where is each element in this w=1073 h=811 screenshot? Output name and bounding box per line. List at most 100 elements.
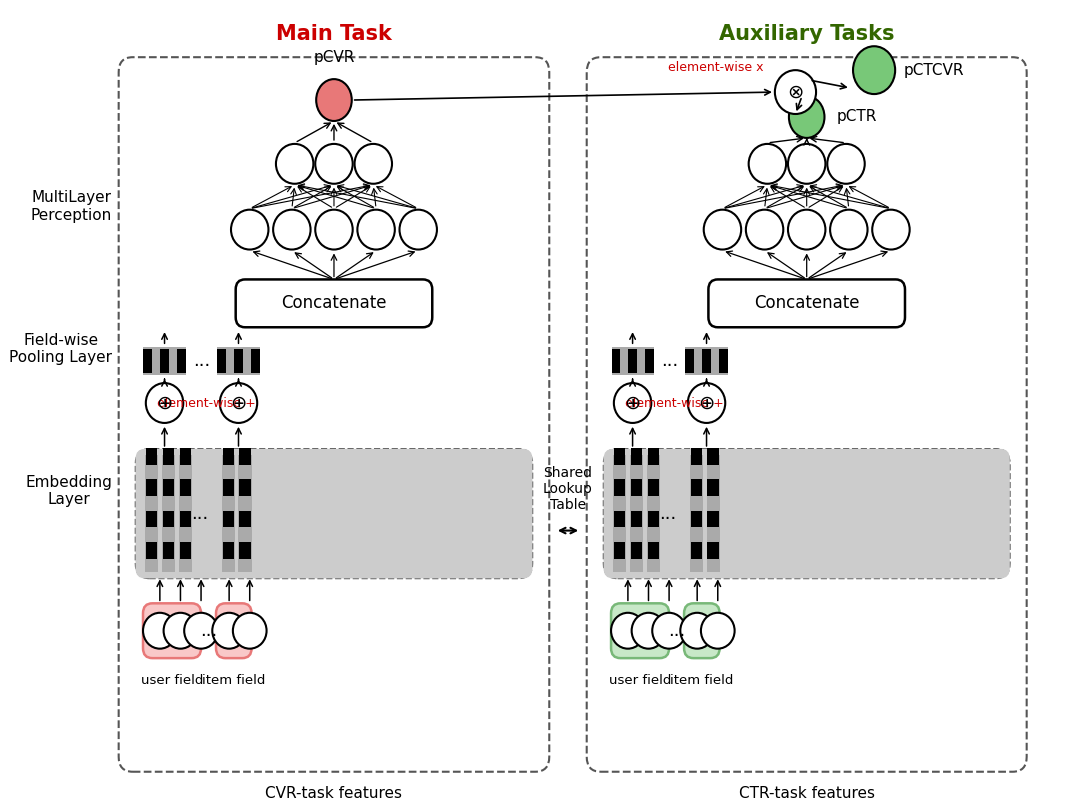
Bar [648, 448, 659, 465]
Bar [239, 511, 251, 527]
Bar [145, 455, 158, 573]
Bar [614, 542, 626, 559]
Circle shape [143, 613, 177, 649]
Circle shape [146, 383, 183, 423]
Circle shape [827, 144, 865, 184]
Circle shape [276, 144, 313, 184]
Bar [179, 511, 191, 527]
FancyBboxPatch shape [685, 603, 720, 659]
Bar [239, 479, 251, 496]
Circle shape [614, 383, 651, 423]
Bar [647, 455, 660, 573]
Bar [686, 350, 694, 373]
Circle shape [231, 210, 268, 250]
Bar [222, 542, 234, 559]
Bar [178, 455, 192, 573]
Circle shape [632, 613, 665, 649]
Bar [630, 455, 643, 573]
Text: item field: item field [671, 674, 734, 687]
Text: $\oplus$: $\oplus$ [624, 393, 641, 413]
Bar [163, 542, 174, 559]
Text: ...: ... [661, 352, 678, 370]
Circle shape [357, 210, 395, 250]
Bar [645, 350, 653, 373]
Text: $\oplus$: $\oplus$ [699, 393, 715, 413]
Bar [234, 350, 242, 373]
Bar [222, 455, 235, 573]
Bar [163, 448, 174, 465]
Circle shape [611, 613, 645, 649]
Bar [144, 347, 186, 375]
Text: pCVR: pCVR [313, 50, 355, 65]
Circle shape [315, 210, 353, 250]
Bar [222, 511, 234, 527]
Bar [163, 511, 174, 527]
Circle shape [163, 613, 197, 649]
Bar [719, 350, 727, 373]
Bar [614, 511, 626, 527]
Bar [648, 542, 659, 559]
Text: Field-wise
Pooling Layer: Field-wise Pooling Layer [10, 333, 112, 366]
Circle shape [680, 613, 714, 649]
Text: Concatenate: Concatenate [754, 294, 859, 312]
Circle shape [399, 210, 437, 250]
Circle shape [749, 144, 787, 184]
Text: element-wise +: element-wise + [157, 397, 255, 410]
Bar [613, 455, 626, 573]
Text: ...: ... [200, 622, 217, 640]
FancyBboxPatch shape [143, 603, 201, 659]
FancyBboxPatch shape [604, 448, 1010, 578]
Text: item field: item field [202, 674, 265, 687]
Text: user field: user field [608, 674, 672, 687]
Bar [648, 479, 659, 496]
Bar [707, 479, 719, 496]
Text: Embedding
Layer: Embedding Layer [26, 474, 112, 507]
Circle shape [652, 613, 686, 649]
Bar [146, 542, 157, 559]
Ellipse shape [317, 79, 352, 121]
Bar [146, 511, 157, 527]
Text: Shared
Lookup
Table: Shared Lookup Table [543, 466, 593, 512]
Text: ...: ... [191, 504, 209, 522]
Text: user field: user field [141, 674, 203, 687]
Circle shape [274, 210, 310, 250]
FancyBboxPatch shape [708, 280, 905, 328]
FancyBboxPatch shape [236, 280, 432, 328]
Bar [691, 511, 702, 527]
Bar [179, 448, 191, 465]
Bar [222, 479, 234, 496]
Bar [629, 350, 636, 373]
Bar [648, 511, 659, 527]
Bar [631, 511, 642, 527]
Circle shape [746, 210, 783, 250]
Circle shape [185, 613, 218, 649]
Bar [239, 448, 251, 465]
Text: ...: ... [193, 352, 210, 370]
Bar [146, 479, 157, 496]
Bar [690, 455, 703, 573]
Bar [706, 455, 720, 573]
Bar [691, 542, 702, 559]
Bar [691, 479, 702, 496]
Circle shape [775, 71, 817, 114]
Bar [631, 479, 642, 496]
Bar [162, 455, 175, 573]
Text: ...: ... [660, 504, 677, 522]
FancyBboxPatch shape [611, 603, 670, 659]
Bar [707, 511, 719, 527]
Text: Auxiliary Tasks: Auxiliary Tasks [719, 24, 895, 45]
Bar [239, 542, 251, 559]
Text: Main Task: Main Task [276, 24, 392, 45]
Bar [144, 350, 152, 373]
Bar [703, 350, 710, 373]
Bar [612, 347, 653, 375]
Bar [631, 542, 642, 559]
Bar [218, 347, 260, 375]
Bar [707, 542, 719, 559]
FancyBboxPatch shape [216, 603, 251, 659]
Bar [160, 350, 168, 373]
Text: MultiLayer
Perception: MultiLayer Perception [31, 191, 112, 223]
Bar [179, 479, 191, 496]
Circle shape [233, 613, 266, 649]
Circle shape [220, 383, 258, 423]
